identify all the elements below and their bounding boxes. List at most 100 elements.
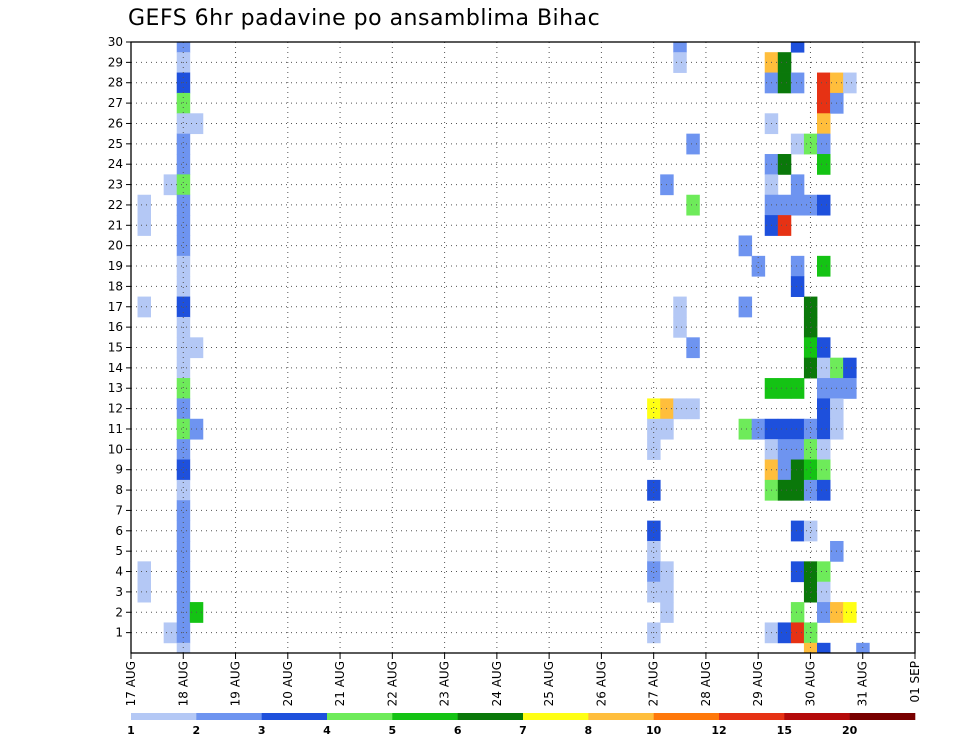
heatmap-cell	[686, 194, 700, 216]
y-tick-label: 29	[108, 55, 123, 69]
x-tick-label: 23 AUG	[438, 661, 452, 706]
heatmap-cell	[176, 154, 191, 175]
heatmap-cell	[686, 337, 700, 359]
heatmap-cell	[790, 42, 805, 53]
heatmap-cell	[647, 561, 661, 583]
heatmap-cell	[817, 194, 831, 216]
legend-label: 20	[842, 724, 858, 737]
heatmap-cell	[777, 154, 792, 175]
legend-swatch	[653, 713, 720, 720]
y-tick-label: 13	[108, 381, 123, 395]
heatmap-cell	[817, 642, 831, 654]
heatmap-cell	[137, 215, 151, 236]
heatmap-cell	[803, 439, 818, 460]
heatmap-cell	[673, 42, 687, 53]
heatmap-cell	[790, 194, 805, 216]
y-tick-label: 20	[108, 239, 123, 253]
heatmap-cell	[137, 581, 151, 603]
heatmap-cell	[176, 92, 191, 114]
heatmap-cell	[790, 418, 805, 440]
x-tick-label: 24 AUG	[490, 661, 504, 706]
heatmap-cell	[673, 52, 687, 73]
heatmap-cell	[790, 622, 805, 644]
heatmap-cell	[163, 174, 178, 196]
heatmap-cell	[790, 602, 805, 623]
heatmap-cell	[817, 357, 831, 379]
legend-label: 3	[258, 724, 266, 737]
heatmap-cell	[817, 133, 831, 155]
x-tick-label: 20 AUG	[281, 661, 295, 706]
y-tick-label: 16	[108, 320, 123, 334]
legend-label: 5	[389, 724, 397, 737]
heatmap-cells	[137, 42, 870, 654]
y-tick-label: 1	[115, 626, 123, 640]
legend-label: 2	[193, 724, 201, 737]
heatmap-cell	[803, 520, 818, 542]
heatmap-cell	[777, 215, 792, 236]
heatmap-cell	[751, 418, 766, 440]
heatmap-cell	[817, 92, 831, 114]
heatmap-cell	[176, 500, 191, 522]
heatmap-cell	[176, 194, 191, 216]
y-tick-label: 7	[115, 503, 123, 517]
y-tick-label: 14	[108, 361, 123, 375]
legend-label: 8	[585, 724, 593, 737]
heatmap-cell	[176, 459, 191, 481]
heatmap-cell	[176, 520, 191, 542]
heatmap-cell	[176, 276, 191, 297]
heatmap-cell	[176, 418, 191, 440]
x-tick-label: 28 AUG	[699, 661, 713, 706]
heatmap-cell	[647, 398, 661, 420]
heatmap-cell	[738, 418, 753, 440]
y-tick-label: 11	[108, 422, 123, 436]
legend-swatch	[784, 713, 850, 720]
heatmap-cell	[817, 337, 831, 359]
x-tick-label: 25 AUG	[542, 661, 556, 706]
heatmap-cell	[176, 378, 191, 399]
heatmap-cell	[647, 479, 661, 501]
heatmap-cell	[647, 520, 661, 542]
legend-label: 10	[646, 724, 662, 737]
heatmap-cell	[817, 113, 831, 135]
heatmap-cell	[176, 255, 191, 277]
y-tick-label: 2	[115, 605, 123, 619]
heatmap-cell	[817, 439, 831, 460]
heatmap-cell	[803, 479, 818, 501]
heatmap-cell	[790, 276, 805, 297]
x-tick-label: 26 AUG	[594, 661, 608, 706]
legend-swatch	[523, 713, 589, 720]
heatmap-cell	[176, 133, 191, 155]
y-tick-label: 10	[108, 442, 123, 456]
heatmap-cell	[176, 113, 191, 135]
legend-swatch	[327, 713, 393, 720]
heatmap-cell	[647, 540, 661, 562]
heatmap-cell	[790, 72, 805, 94]
y-tick-label: 21	[108, 218, 123, 232]
legend-swatch	[131, 713, 197, 720]
heatmap-cell	[176, 398, 191, 420]
heatmap-cell	[777, 72, 792, 94]
y-tick-label: 30	[108, 35, 123, 49]
legend-label: 1	[127, 724, 135, 737]
legend-swatch	[849, 713, 916, 720]
heatmap-cell	[777, 479, 792, 501]
heatmap-cell	[817, 561, 831, 583]
x-tick-label: 21 AUG	[333, 661, 347, 706]
heatmap-cell	[176, 215, 191, 236]
heatmap-cell	[137, 561, 151, 583]
x-tick-label: 01 SEP	[908, 661, 922, 703]
x-tick-label: 31 AUG	[856, 661, 870, 706]
color-legend: 1 2 3 4 5 6 7 8 10 12 15 20	[127, 713, 916, 737]
heatmap-cell	[777, 622, 792, 644]
x-axis: 17 AUG 18 AUG 19 AUG 20 AUG 21 AUG 22 AUG 23 A…	[124, 653, 922, 706]
heatmap-cell	[176, 296, 191, 318]
heatmap-cell	[790, 133, 805, 155]
heatmap-cell	[738, 296, 753, 318]
y-tick-label: 24	[108, 157, 123, 171]
x-tick-label: 17 AUG	[124, 661, 138, 706]
heatmap-cell	[790, 520, 805, 542]
y-tick-label: 4	[115, 565, 123, 579]
heatmap-cell	[817, 479, 831, 501]
heatmap-cell	[176, 235, 191, 257]
